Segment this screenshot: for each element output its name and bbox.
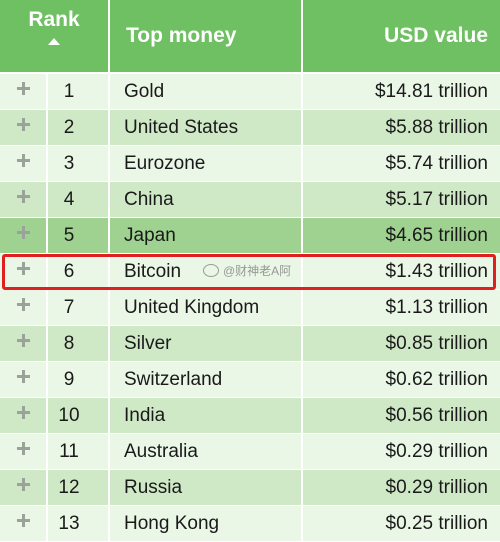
- expand-plus-icon[interactable]: [16, 441, 30, 455]
- name-cell: Switzerland: [110, 362, 303, 398]
- name-cell: United Kingdom: [110, 290, 303, 326]
- name-cell: Russia: [110, 470, 303, 506]
- value-cell: $4.65 trillion: [385, 225, 488, 246]
- expand-plus-icon[interactable]: [16, 477, 30, 491]
- column-header-name-label: Top money: [126, 24, 237, 47]
- expand-cell[interactable]: [0, 218, 48, 254]
- expand-plus-icon[interactable]: [16, 153, 30, 167]
- expand-cell[interactable]: [0, 182, 48, 218]
- table-row[interactable]: 8 Silver $0.85 trillion: [0, 326, 500, 362]
- value-cell: $14.81 trillion: [374, 81, 488, 102]
- expand-cell[interactable]: [0, 506, 48, 542]
- rank-cell: 13: [48, 506, 110, 542]
- name-cell: Eurozone: [110, 146, 303, 182]
- rank-cell: 10: [48, 398, 110, 434]
- value-cell: $5.88 trillion: [385, 117, 488, 138]
- expand-cell[interactable]: [0, 290, 48, 326]
- expand-cell[interactable]: [0, 110, 48, 146]
- value-cell: $1.43 trillion: [385, 261, 488, 282]
- table-row[interactable]: 11 Australia $0.29 trillion: [0, 434, 500, 470]
- expand-cell[interactable]: [0, 434, 48, 470]
- rank-cell: 8: [48, 326, 110, 362]
- expand-plus-icon[interactable]: [16, 189, 30, 203]
- rank-cell: 1: [48, 74, 110, 110]
- column-header-rank[interactable]: Rank: [0, 0, 110, 72]
- value-cell: $0.62 trillion: [385, 369, 488, 390]
- expand-plus-icon[interactable]: [16, 405, 30, 419]
- rank-cell: 3: [48, 146, 110, 182]
- table-row[interactable]: 9 Switzerland $0.62 trillion: [0, 362, 500, 398]
- value-cell: $0.25 trillion: [385, 513, 488, 534]
- rank-cell: 5: [48, 218, 110, 254]
- name-cell: Bitcoin: [110, 254, 303, 290]
- expand-plus-icon[interactable]: [16, 369, 30, 383]
- expand-cell[interactable]: [0, 254, 48, 290]
- expand-plus-icon[interactable]: [16, 225, 30, 239]
- expand-plus-icon[interactable]: [16, 333, 30, 347]
- name-cell: India: [110, 398, 303, 434]
- table-row[interactable]: 1 Gold $14.81 trillion: [0, 74, 500, 110]
- rank-cell: 11: [48, 434, 110, 470]
- name-cell: Gold: [110, 74, 303, 110]
- value-cell: $0.85 trillion: [385, 333, 488, 354]
- column-header-name[interactable]: Top money: [110, 0, 303, 72]
- table-row[interactable]: 13 Hong Kong $0.25 trillion: [0, 506, 500, 542]
- value-cell: $0.29 trillion: [385, 441, 488, 462]
- value-cell: $0.56 trillion: [385, 405, 488, 426]
- name-cell: Japan: [110, 218, 303, 254]
- table-row[interactable]: 10 India $0.56 trillion: [0, 398, 500, 434]
- weibo-icon: [203, 264, 219, 277]
- expand-cell[interactable]: [0, 74, 48, 110]
- column-header-rank-label: Rank: [28, 8, 80, 31]
- table-body: 1 Gold $14.81 trillion 2 United States $5.88 …: [0, 74, 500, 542]
- expand-cell[interactable]: [0, 470, 48, 506]
- column-header-value[interactable]: USD value: [303, 0, 500, 72]
- table-row[interactable]: 3 Eurozone $5.74 trillion: [0, 146, 500, 182]
- expand-plus-icon[interactable]: [16, 261, 30, 275]
- table-header: Rank Top money USD value: [0, 0, 500, 74]
- expand-plus-icon[interactable]: [16, 117, 30, 131]
- value-cell: $0.29 trillion: [385, 477, 488, 498]
- rank-cell: 7: [48, 290, 110, 326]
- watermark-text: @财神老A阿: [223, 264, 292, 278]
- sort-ascending-icon: [48, 38, 60, 45]
- table-row[interactable]: 6 Bitcoin $1.43 trillion: [0, 254, 500, 290]
- value-cell: $1.13 trillion: [385, 297, 488, 318]
- rank-cell: 4: [48, 182, 110, 218]
- value-cell: $5.17 trillion: [385, 189, 488, 210]
- expand-plus-icon[interactable]: [16, 297, 30, 311]
- expand-cell[interactable]: [0, 398, 48, 434]
- name-cell: Silver: [110, 326, 303, 362]
- table-row[interactable]: 4 China $5.17 trillion: [0, 182, 500, 218]
- name-cell: Hong Kong: [110, 506, 303, 542]
- expand-cell[interactable]: [0, 362, 48, 398]
- rank-cell: 2: [48, 110, 110, 146]
- watermark: @财神老A阿: [203, 262, 291, 279]
- column-header-value-label: USD value: [384, 24, 488, 47]
- name-cell: Australia: [110, 434, 303, 470]
- rank-cell: 9: [48, 362, 110, 398]
- table-row[interactable]: 2 United States $5.88 trillion: [0, 110, 500, 146]
- expand-plus-icon[interactable]: [16, 513, 30, 527]
- expand-cell[interactable]: [0, 146, 48, 182]
- name-cell: United States: [110, 110, 303, 146]
- table-row[interactable]: 12 Russia $0.29 trillion: [0, 470, 500, 506]
- name-cell: China: [110, 182, 303, 218]
- expand-cell[interactable]: [0, 326, 48, 362]
- value-cell: $5.74 trillion: [385, 153, 488, 174]
- table-row[interactable]: 7 United Kingdom $1.13 trillion: [0, 290, 500, 326]
- rank-cell: 6: [48, 254, 110, 290]
- table-row[interactable]: 5 Japan $4.65 trillion: [0, 218, 500, 254]
- rank-cell: 12: [48, 470, 110, 506]
- expand-plus-icon[interactable]: [16, 81, 30, 95]
